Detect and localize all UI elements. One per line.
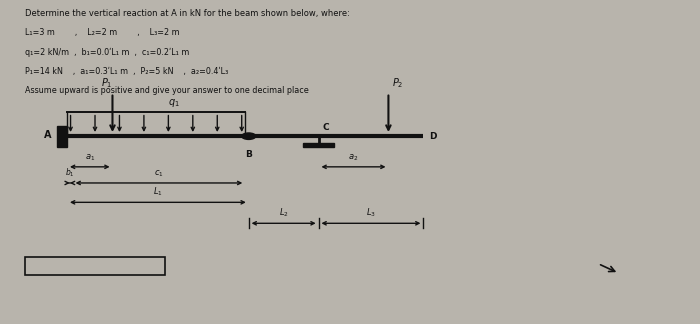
Bar [303,143,334,147]
Bar [57,126,67,146]
Circle shape [241,133,255,139]
Text: B: B [245,150,252,159]
Text: $a_1$: $a_1$ [85,153,95,163]
Text: $b_1$: $b_1$ [65,167,75,179]
Text: C: C [322,123,329,132]
Text: $q_1$: $q_1$ [168,97,180,109]
Text: P₁=14 kN    ,  a₁=0.3ʹL₁ m  ,  P₂=5 kN    ,  a₂=0.4ʹL₃: P₁=14 kN , a₁=0.3ʹL₁ m , P₂=5 kN , a₂=0.… [25,67,228,76]
Text: $a_2$: $a_2$ [349,153,358,163]
Text: $L_3$: $L_3$ [366,207,376,219]
Text: q₁=2 kN/m  ,  b₁=0.0ʹL₁ m  ,  c₁=0.2ʹL₁ m: q₁=2 kN/m , b₁=0.0ʹL₁ m , c₁=0.2ʹL₁ m [25,48,190,57]
Text: Assume upward is positive and give your answer to one decimal place: Assume upward is positive and give your … [25,86,309,95]
Text: $c_1$: $c_1$ [154,168,164,179]
FancyBboxPatch shape [25,257,165,275]
Text: $L_1$: $L_1$ [153,186,163,199]
Text: A: A [44,130,52,140]
Text: $L_2$: $L_2$ [279,207,288,219]
Text: $P_2$: $P_2$ [392,76,403,90]
Text: L₁=3 m        ,    L₂=2 m        ,    L₃=2 m: L₁=3 m , L₂=2 m , L₃=2 m [25,28,180,37]
Text: Determine the vertical reaction at A in kN for the beam shown below, where:: Determine the vertical reaction at A in … [25,9,350,18]
Text: $P_1$: $P_1$ [101,76,113,90]
Text: D: D [429,132,436,141]
